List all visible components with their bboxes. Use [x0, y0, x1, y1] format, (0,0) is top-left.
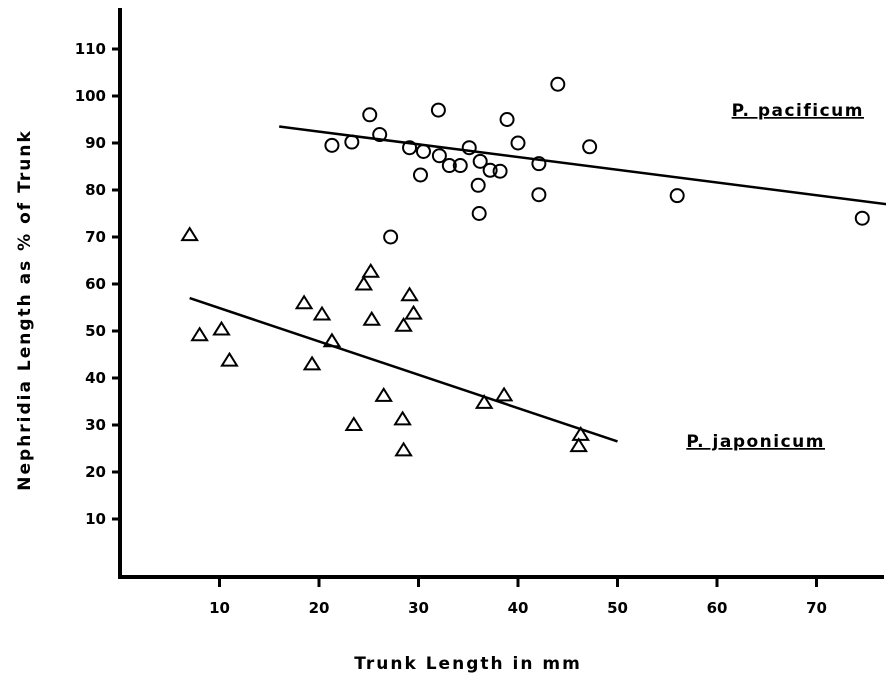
y-tick-label: 40	[85, 369, 106, 387]
y-tick-label: 60	[85, 275, 106, 293]
circle-point	[669, 188, 685, 204]
circle-point	[471, 206, 487, 221]
circle-point	[431, 148, 447, 164]
triangle-point	[294, 294, 314, 310]
y-tick-label: 50	[85, 322, 106, 340]
x-tick-label: 60	[707, 599, 728, 617]
circle-point	[430, 102, 446, 118]
series-label-japonicum: P. japonicum	[686, 432, 825, 452]
circle-point	[582, 139, 598, 155]
x-tick-label: 40	[508, 599, 529, 617]
triangle-point	[180, 226, 199, 242]
triangle-point	[220, 351, 239, 367]
trend-lines	[189, 125, 886, 443]
x-tick-label: 20	[309, 599, 330, 617]
triangle-point	[494, 386, 514, 402]
triangle-point	[312, 305, 332, 321]
x-ticks: 10 20 30 40 50 60 70	[209, 576, 827, 617]
x-tick-label: 30	[408, 599, 429, 617]
y-axis-title: Nephridia Length as % of Trunk	[15, 129, 35, 490]
circle-point	[412, 167, 428, 183]
triangle-point	[393, 410, 412, 426]
triangle-point	[394, 441, 413, 457]
circle-point	[362, 107, 378, 123]
triangle-point	[571, 425, 590, 441]
circle-point	[441, 158, 457, 174]
triangle-point	[354, 275, 374, 291]
circle-point	[531, 187, 547, 203]
circle-point	[492, 163, 508, 179]
circle-point	[854, 210, 870, 226]
circle-point	[452, 158, 468, 174]
y-tick-label: 70	[85, 228, 106, 246]
circle-point	[383, 229, 399, 245]
circle-point	[470, 177, 486, 193]
triangle-point	[394, 316, 413, 332]
triangle-point	[404, 304, 423, 320]
circle-point	[482, 162, 498, 178]
triangle-point	[569, 437, 588, 453]
y-tick-label: 20	[85, 463, 106, 481]
x-tick-label: 50	[607, 599, 628, 617]
circle-point	[531, 156, 547, 172]
triangle-point	[322, 332, 342, 348]
triangle-point	[344, 416, 364, 431]
triangle-point	[302, 355, 322, 371]
circle-point	[461, 140, 477, 156]
circle-point	[344, 134, 360, 150]
x-axis-title: Trunk Length in mm	[354, 654, 582, 674]
triangle-point	[374, 386, 393, 402]
triangle-point	[362, 310, 382, 326]
circle-point	[402, 140, 418, 156]
trend-line-japonicum	[189, 296, 618, 443]
triangle-point	[400, 286, 419, 302]
triangle-point	[212, 320, 231, 336]
circle-point	[550, 76, 566, 92]
data-points	[180, 76, 870, 457]
y-tick-label: 90	[85, 134, 106, 152]
y-tick-label: 30	[85, 416, 106, 434]
triangle-point	[190, 326, 209, 342]
circle-point	[472, 153, 488, 169]
circle-point	[415, 143, 431, 159]
x-tick-label: 70	[806, 599, 827, 617]
circle-point	[499, 112, 515, 127]
trend-line-pacificum	[279, 125, 886, 206]
y-tick-label: 80	[85, 181, 106, 199]
y-tick-label: 100	[75, 87, 106, 105]
circle-point	[372, 127, 388, 143]
series-label-pacificum: P. pacificum	[732, 101, 864, 121]
triangle-point	[361, 262, 381, 278]
circle-point	[510, 135, 526, 151]
circle-point	[324, 137, 340, 153]
y-tick-label: 10	[85, 510, 106, 528]
y-tick-label: 110	[75, 40, 106, 58]
x-tick-label: 10	[209, 599, 230, 617]
y-ticks: 10 20 30 40 50 60 70 80 90 100 110	[75, 40, 122, 528]
triangle-point	[474, 393, 494, 409]
